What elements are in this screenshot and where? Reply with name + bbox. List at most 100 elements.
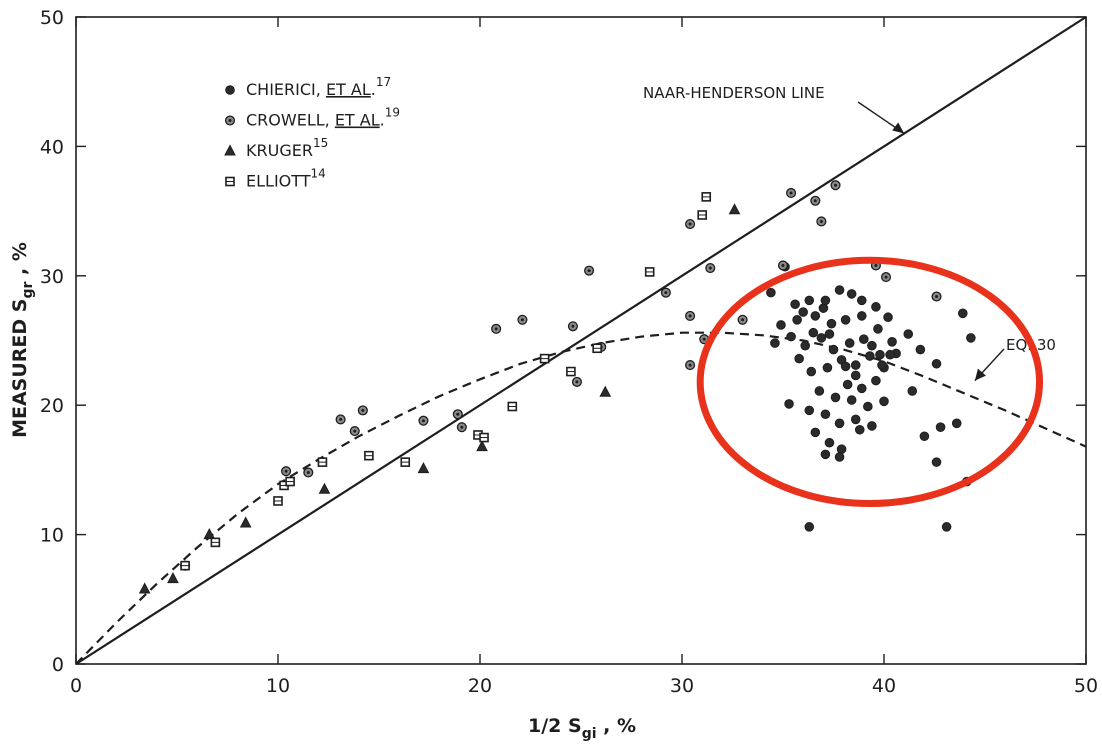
chierici-point [798, 307, 809, 317]
crowell-point-dot [834, 183, 838, 187]
y-tick-label: 20 [40, 395, 64, 417]
crowell-point [456, 422, 467, 433]
chierici-point [871, 302, 881, 312]
crowell-point-dot [456, 412, 460, 416]
y-tick-label: 50 [40, 7, 64, 29]
elliott-point [180, 560, 190, 571]
chierici-point [834, 418, 845, 429]
legend-item: KRUGER15 [224, 136, 328, 160]
chierici-point [800, 340, 811, 351]
kruger-point [599, 385, 612, 397]
x-tick-label: 30 [670, 675, 694, 697]
crowell-point-dot [935, 295, 939, 299]
legend-marker [224, 144, 236, 156]
elliott-point [479, 432, 489, 443]
chierici-point [903, 329, 914, 339]
crowell-point-dot [571, 324, 575, 328]
chierici-point [818, 303, 829, 313]
chierici-point [834, 452, 845, 462]
crowell-point-dot [688, 314, 692, 318]
naar-henderson-line [75, 16, 1087, 665]
crowell-point-dot [664, 291, 668, 295]
crowell-point-dot [789, 191, 793, 195]
chierici-point [834, 285, 845, 295]
crowell-point [931, 291, 942, 302]
chierici-point [856, 295, 867, 306]
kruger-point [239, 516, 252, 528]
chierici-point [840, 361, 851, 372]
chierici-point [840, 314, 851, 325]
chierici-point [820, 409, 831, 420]
crowell-point-dot [460, 425, 464, 429]
chierici-point [790, 299, 800, 310]
chierici-point [850, 360, 861, 370]
crowell-point-dot [688, 363, 692, 367]
elliott-point [210, 537, 221, 548]
chierici-point [766, 287, 776, 298]
elliott-point [364, 450, 374, 461]
x-tick-label: 0 [70, 675, 82, 697]
crowell-point-dot [306, 470, 310, 474]
chierici-point [887, 336, 897, 347]
crowell-point [452, 409, 463, 420]
x-tick-label: 10 [266, 675, 290, 697]
crowell-point [830, 180, 841, 191]
x-tick-label: 50 [1074, 675, 1098, 697]
crowell-point-dot [874, 263, 878, 267]
legend-label: CROWELL, ET AL.19 [246, 106, 400, 130]
chierici-point [816, 333, 827, 343]
crowell-point-dot [339, 417, 343, 421]
chierici-point [941, 522, 952, 532]
highlight-ellipse [696, 256, 1044, 508]
chierici-point [859, 334, 869, 345]
legend-item: CROWELL, ET AL.19 [224, 106, 400, 130]
crowell-point [357, 405, 368, 416]
chierici-point [907, 386, 918, 396]
chierici-point [844, 338, 855, 348]
chierici-point [846, 395, 857, 405]
plot-lines [75, 16, 1087, 665]
crowell-point-dot [353, 429, 357, 433]
crowell-point-dot [361, 408, 365, 412]
legend-marker [225, 85, 235, 95]
eq-30-arrowhead [974, 368, 986, 381]
chierici-point [951, 418, 962, 429]
crowell-point-dot [781, 263, 785, 267]
chierici-point [820, 295, 831, 306]
crowell-point-dot [819, 219, 823, 223]
chierici-point [879, 396, 889, 407]
chierici-point [885, 349, 895, 360]
crowell-point-dot [741, 318, 745, 322]
chierici-point [856, 311, 867, 321]
crowell-point [571, 376, 583, 387]
chierici-point [846, 289, 857, 299]
legend-item: ELLIOTT14 [225, 167, 326, 191]
plot-axes: 0 10 20 30 40 50 0 10 20 30 40 50 [40, 7, 1098, 697]
chierici-point [836, 444, 847, 454]
crowell-point [281, 466, 292, 477]
elliott-point [644, 267, 655, 277]
crowell-point-dot [813, 199, 817, 203]
crowell-point-dot [708, 266, 712, 270]
chierici-point [915, 344, 926, 355]
crowell-point [705, 262, 716, 274]
crowell-point [335, 414, 346, 425]
chierici-point [877, 360, 887, 370]
chierici-point [966, 333, 976, 343]
x-tick-label: 40 [872, 675, 896, 697]
crowell-point [810, 195, 821, 206]
crowell-point-dot [587, 269, 591, 273]
elliott-point [592, 343, 602, 354]
crowell-point [777, 260, 789, 271]
chierici-point [804, 522, 815, 532]
crowell-point-dot [494, 327, 498, 331]
crowell-point [786, 187, 797, 199]
y-tick-label: 40 [40, 136, 64, 158]
elliott-point [273, 496, 283, 506]
chierici-point [786, 331, 796, 342]
chierici-point [822, 362, 833, 373]
chierici-point [875, 349, 885, 360]
crowell-point [685, 360, 696, 371]
naar-henderson-label: NAAR-HENDERSON LINE [643, 84, 825, 102]
kruger-point [728, 203, 741, 215]
